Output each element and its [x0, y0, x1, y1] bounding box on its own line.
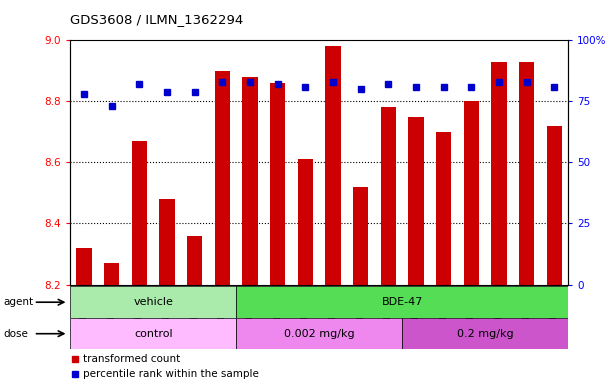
- Bar: [436, 132, 452, 285]
- Bar: [381, 108, 396, 285]
- Bar: [491, 62, 507, 285]
- Bar: [104, 263, 119, 285]
- Bar: [215, 71, 230, 285]
- Text: dose: dose: [3, 329, 28, 339]
- Text: percentile rank within the sample: percentile rank within the sample: [82, 369, 258, 379]
- Bar: [464, 101, 479, 285]
- Text: vehicle: vehicle: [133, 297, 173, 307]
- Text: GDS3608 / ILMN_1362294: GDS3608 / ILMN_1362294: [70, 13, 244, 26]
- Text: 0.2 mg/kg: 0.2 mg/kg: [457, 329, 514, 339]
- Bar: [409, 117, 423, 285]
- Text: transformed count: transformed count: [82, 354, 180, 364]
- Bar: [70, 286, 236, 318]
- Bar: [547, 126, 562, 285]
- Bar: [326, 46, 341, 285]
- Bar: [187, 236, 202, 285]
- Text: agent: agent: [3, 297, 33, 307]
- Bar: [132, 141, 147, 285]
- Bar: [353, 187, 368, 285]
- Bar: [519, 62, 535, 285]
- Bar: [270, 83, 285, 285]
- Bar: [70, 318, 236, 349]
- Bar: [402, 318, 568, 349]
- Bar: [236, 318, 402, 349]
- Text: control: control: [134, 329, 172, 339]
- Text: BDE-47: BDE-47: [381, 297, 423, 307]
- Text: 0.002 mg/kg: 0.002 mg/kg: [284, 329, 354, 339]
- Bar: [76, 248, 92, 285]
- Bar: [159, 199, 175, 285]
- Bar: [298, 159, 313, 285]
- Bar: [243, 77, 258, 285]
- Bar: [236, 286, 568, 318]
